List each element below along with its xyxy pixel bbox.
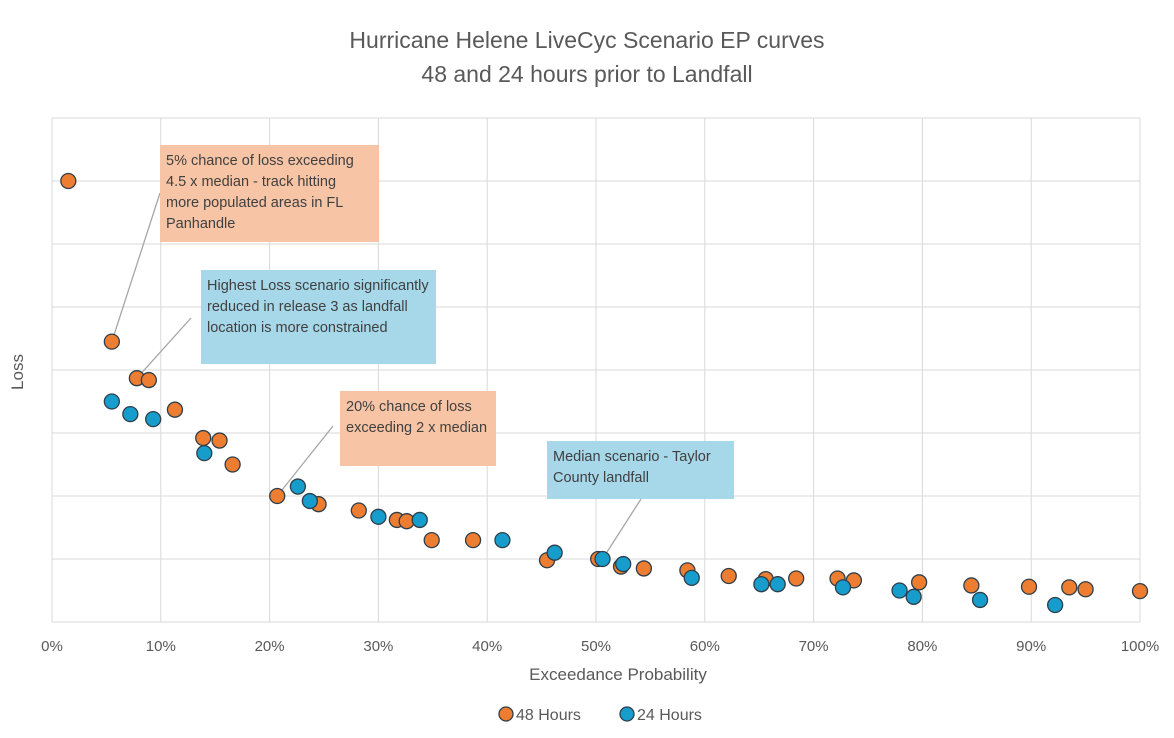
point-24-hours: [289, 478, 307, 495]
annotation-leader-line: [276, 425, 334, 497]
point-24-hours: [834, 579, 852, 596]
point-48-hours: [464, 531, 482, 549]
point-48-hours: [60, 172, 77, 190]
point-48-hours: [211, 432, 228, 449]
chart-title-line-1: Hurricane Helene LiveCyc Scenario EP cur…: [349, 27, 824, 53]
point-24-hours: [411, 511, 428, 529]
point-48-hours: [1131, 582, 1149, 600]
point-24-hours: [769, 576, 786, 593]
x-axis-title: Exceedance Probability: [529, 665, 707, 684]
annotation-highest-loss: Highest Loss scenario significantly redu…: [201, 270, 436, 364]
point-24-hours: [103, 393, 120, 410]
annotation-leader-line: [601, 498, 642, 560]
point-24-hours: [891, 582, 908, 599]
point-48-hours: [963, 577, 980, 594]
point-24-hours: [196, 445, 213, 462]
annotation-leader-line: [136, 317, 192, 379]
x-tick-label: 70%: [799, 638, 829, 655]
annotation-5pct-chance: 5% chance of loss exceeding 4.5 x median…: [160, 145, 379, 242]
point-48-hours: [103, 333, 120, 350]
point-48-hours: [1077, 581, 1094, 598]
point-24-hours: [615, 555, 632, 573]
annotation-median-scenario: Median scenario - Taylor County landfall: [547, 441, 734, 499]
point-24-hours: [905, 588, 922, 605]
chart-title-line-2: 48 and 24 hours prior to Landfall: [421, 61, 752, 87]
point-48-hours: [166, 401, 184, 418]
point-48-hours: [910, 574, 928, 591]
x-tick-label: 100%: [1121, 638, 1159, 655]
point-24-hours: [753, 576, 770, 593]
point-24-hours: [546, 544, 563, 561]
annotation-20pct-chance: 20% chance of loss exceeding 2 x median: [340, 391, 496, 466]
point-24-hours: [145, 410, 162, 428]
x-tick-label: 30%: [363, 638, 393, 655]
point-48-hours: [140, 371, 157, 389]
point-48-hours: [720, 567, 737, 585]
point-48-hours: [635, 560, 653, 577]
point-48-hours: [1061, 579, 1078, 596]
point-24-hours: [122, 405, 139, 423]
legend-label-48-hours: 48 Hours: [516, 707, 581, 724]
x-tick-label: 50%: [581, 638, 611, 655]
legend: 48 Hours 24 Hours: [498, 706, 702, 724]
point-48-hours: [269, 487, 286, 505]
point-24-hours: [301, 492, 319, 510]
point-48-hours: [1020, 578, 1038, 595]
point-48-hours: [224, 456, 241, 473]
x-tick-label: 90%: [1016, 638, 1046, 655]
point-24-hours: [370, 508, 387, 525]
x-tick-label: 40%: [472, 638, 502, 655]
legend-marker-48-hours: [498, 706, 514, 722]
point-48-hours: [423, 531, 440, 549]
point-48-hours: [350, 502, 367, 519]
x-tick-label: 80%: [907, 638, 937, 655]
x-tick-label: 0%: [41, 638, 63, 655]
point-48-hours: [195, 429, 212, 447]
point-24-hours: [594, 550, 611, 568]
point-24-hours: [494, 531, 511, 549]
legend-marker-24-hours: [619, 706, 635, 722]
annotation-leader-line: [111, 192, 161, 342]
point-24-hours: [971, 591, 989, 609]
point-24-hours: [1046, 596, 1064, 614]
legend-label-24-hours: 24 Hours: [637, 707, 702, 724]
point-48-hours: [788, 570, 805, 587]
point-24-hours: [683, 569, 700, 587]
y-axis-title: Loss: [8, 354, 27, 390]
x-tick-label: 10%: [146, 638, 176, 655]
x-tick-label: 60%: [690, 638, 720, 655]
x-tick-label: 20%: [255, 638, 285, 655]
